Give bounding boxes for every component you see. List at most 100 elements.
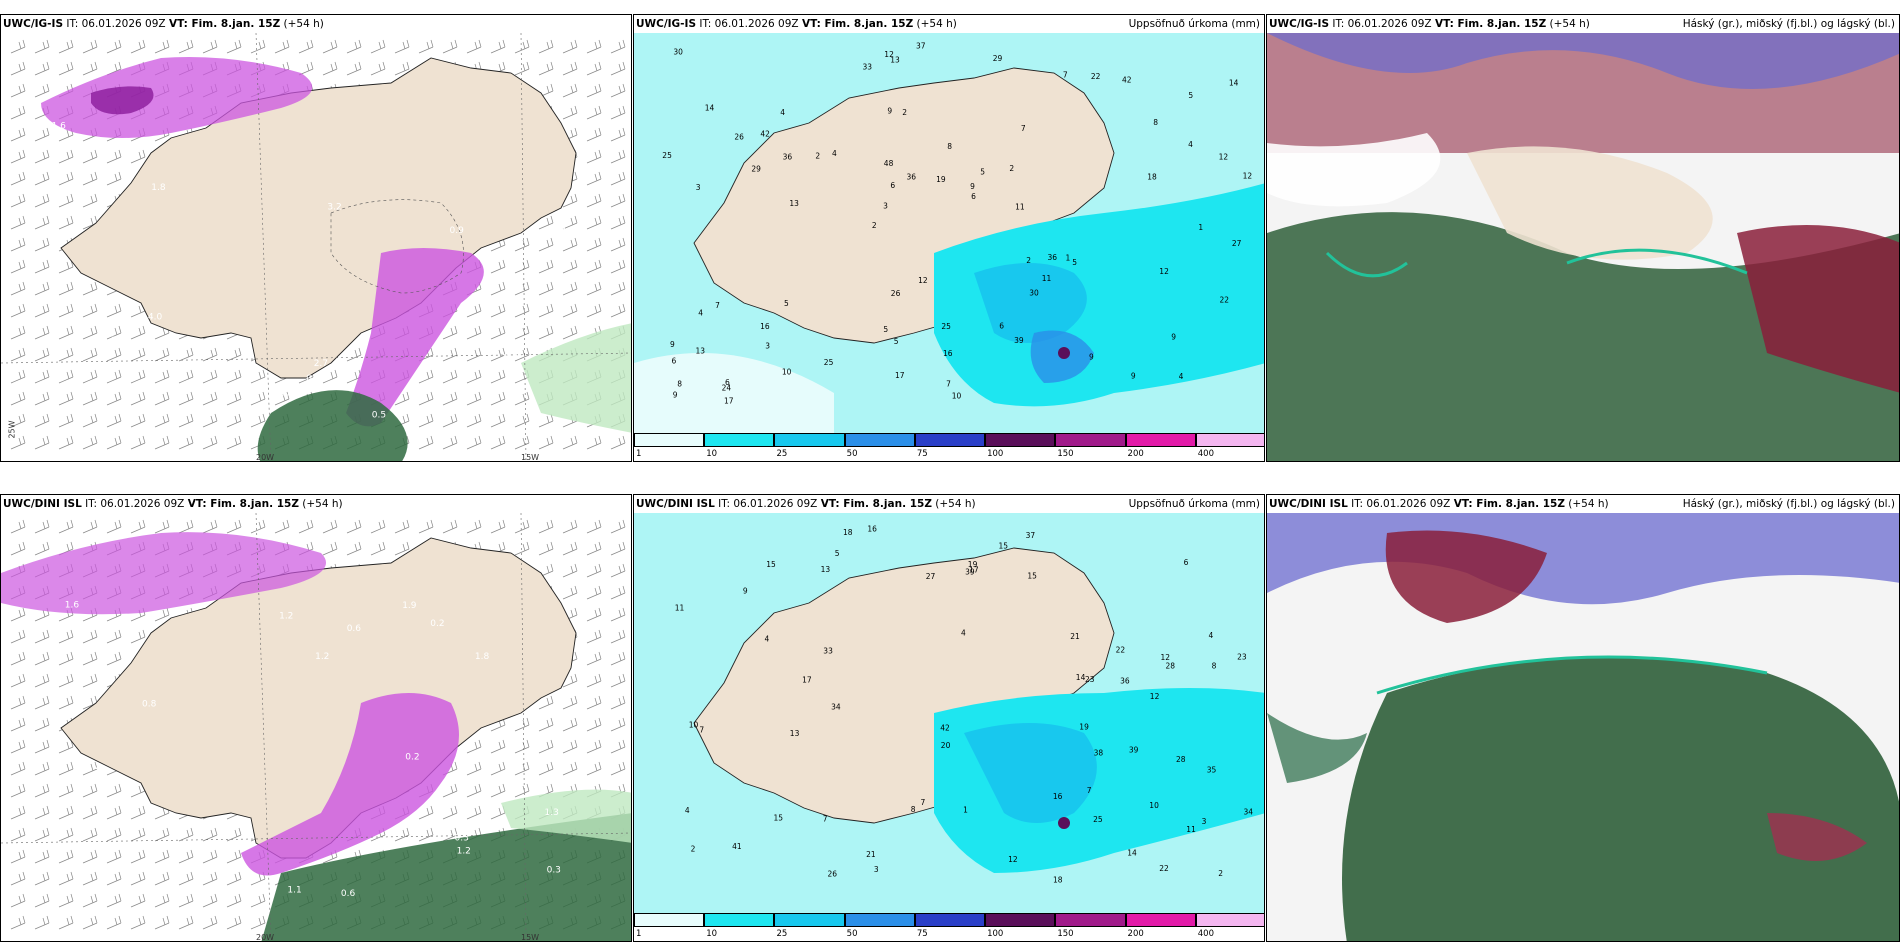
precip-value-label: 2 [1009,164,1014,173]
wind-barb [250,915,266,930]
wind-barb [538,215,554,230]
wind-barb [154,915,170,930]
wind-barb [562,717,578,732]
wind-barb [586,281,602,296]
precip-value-label: 16 [943,349,953,358]
wind-barb [394,391,410,406]
wind-barb [346,541,362,556]
wind-barb [466,39,482,54]
panel-subtitle: Uppsöfnuð úrkoma (mm) [1128,498,1260,510]
wind-barb [106,171,122,186]
wind-barb [562,325,578,340]
precip-value-label: 48 [884,159,894,168]
precip-value-label: 39 [965,567,975,576]
precip-value-label: 19 [968,560,978,569]
precip-value-label: 29 [751,165,761,174]
precip-value-label: 13 [789,199,799,208]
precip-rate-label: 1.2 [87,762,101,772]
wind-barb [10,325,26,340]
wind-barb [466,805,482,820]
wind-barb [202,915,218,930]
precip-value-label: 4 [1209,631,1214,640]
precip-value-label: 24 [722,383,732,392]
wind-barb [106,347,122,362]
precip-value-label: 12 [1243,171,1253,180]
wind-barb [466,369,482,384]
wind-barb [178,915,194,930]
wind-precip-map[interactable]: 1.3 2.7 3.2 1.6 1.4 2.0 0.3 3.0 0.9 1.8 4.0 0.3 1.1 0… [1,33,632,462]
precip-value-label: 19 [936,175,946,184]
precip-value-label: 37 [1026,531,1036,540]
wind-barb [82,805,98,820]
wind-barb [610,761,626,776]
wind-barb [106,629,122,644]
wind-barb [154,39,170,54]
wind-barb [394,519,410,534]
precip-value-label: 36 [783,152,793,161]
wind-barb [418,39,434,54]
wind-barb [586,83,602,98]
precip-value-label: 7 [823,815,828,824]
wind-barb [106,783,122,798]
colorbar-swatch [844,433,915,447]
colorbar-swatch [1125,433,1196,447]
wind-barb [34,369,50,384]
wind-barb [538,519,554,534]
wind-barb [10,171,26,186]
precip-value-label: 13 [890,56,900,65]
colorbar-label: 25 [776,449,788,459]
wind-barb [514,739,530,754]
accumulated-precip-map[interactable]: 4352769874632551413122435647599110229301… [634,33,1265,433]
wind-barb [130,391,146,406]
wind-barb [130,39,146,54]
wind-barb [10,281,26,296]
wind-barb [586,193,602,208]
panel-top-clouds: UWC/IG-IS IT: 06.01.2026 09Z VT: Fim. 8.… [1266,14,1900,462]
wind-barb [514,39,530,54]
wind-barb [322,541,338,556]
precip-value-label: 27 [926,572,936,581]
precip-value-label: 3 [765,341,770,350]
wind-barb [178,519,194,534]
precip-rate-label: 0.6 [347,624,362,634]
precip-value-label: 6 [672,356,677,365]
wind-barb [58,347,74,362]
wind-barb [82,871,98,886]
wind-barb [442,369,458,384]
precip-value-label: 25 [824,358,834,367]
wind-barb [130,827,146,842]
precip-value-label: 4 [685,806,690,815]
accumulated-precip-map[interactable]: 1043425127648111234911137281071214218151… [634,513,1265,913]
wind-barb [562,563,578,578]
wind-barb [562,83,578,98]
colorbar-swatch [1055,433,1126,447]
precip-value-label: 11 [675,604,685,613]
precip-value-label: 37 [916,42,926,51]
wind-barb [538,761,554,776]
precip-value-label: 30 [1029,288,1039,297]
wind-barb [250,893,266,908]
wind-barb [34,413,50,428]
wind-barb [562,435,578,450]
precip-value-label: 10 [782,367,792,376]
wind-barb [274,391,290,406]
wind-barb [58,783,74,798]
wind-barb [178,849,194,864]
cloud-cover-map[interactable] [1267,513,1900,942]
precip-value-label: 35 [1207,765,1217,774]
wind-precip-map[interactable]: 1.2 1.2 1.6 1.8 1.1 1.2 0.6 1.9 0.8 1.2 0.3 0.6 0.2 0… [1,513,632,942]
precip-value-label: 15 [766,560,776,569]
wind-barb [154,391,170,406]
wind-barb [322,61,338,76]
wind-barb [106,435,122,450]
cloud-cover-map[interactable] [1267,33,1900,462]
wind-barb [10,541,26,556]
wind-barb [34,871,50,886]
precip-value-label: 4 [832,149,837,158]
wind-barb [82,149,98,164]
precip-rate-label: 0.3 [503,353,517,363]
wind-barb [226,39,242,54]
wind-barb [442,435,458,450]
wind-barb [106,849,122,864]
precip-value-label: 14 [1127,849,1137,858]
